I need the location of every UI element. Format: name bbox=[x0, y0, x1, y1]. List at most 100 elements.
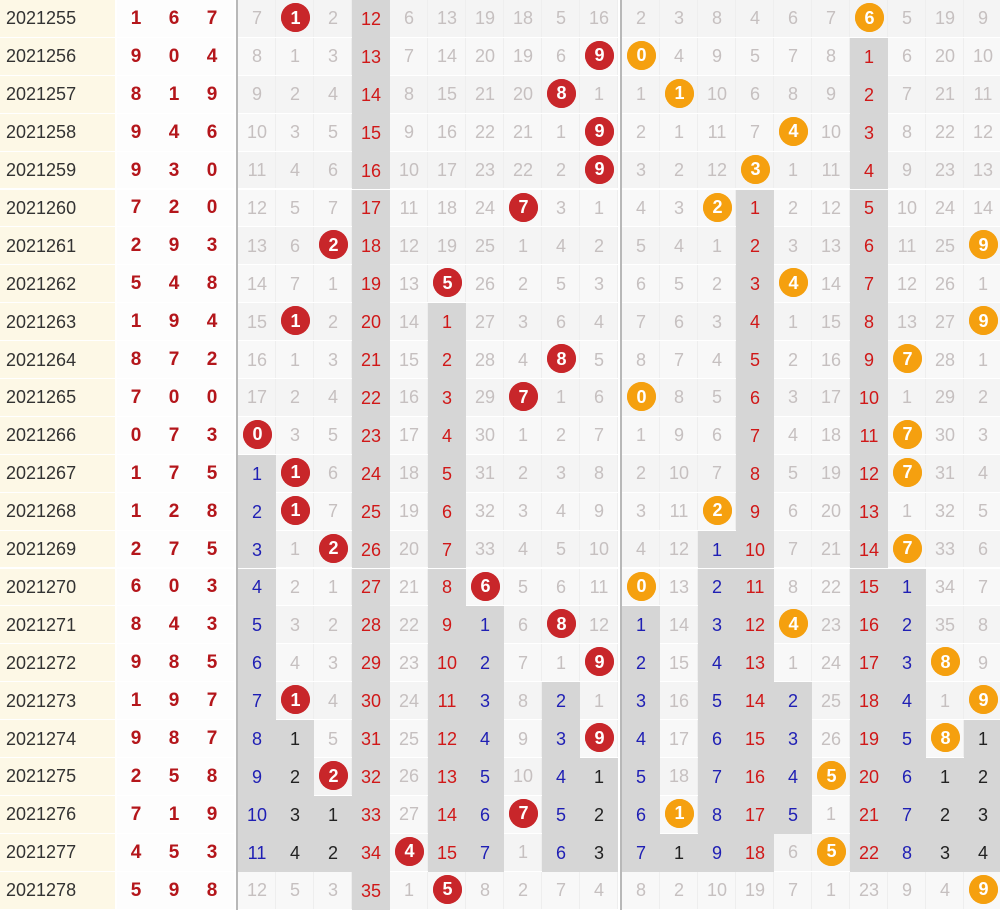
draw-result-cell bbox=[117, 871, 234, 909]
issue-number: 2021257 bbox=[0, 75, 115, 113]
g1-value: 6 bbox=[555, 46, 566, 67]
streak-cell: 12 bbox=[736, 606, 774, 645]
g2-value: 9 bbox=[901, 160, 912, 181]
g2-cell-4 bbox=[774, 871, 812, 909]
g1-cell-4 bbox=[390, 454, 428, 492]
hit-ball-red-top: 2 bbox=[319, 230, 348, 260]
hit-ball-orange-top: 5 bbox=[817, 836, 846, 866]
g2-cell-7 bbox=[888, 227, 926, 265]
draw-digit: 4 bbox=[130, 841, 142, 863]
hit-ball-orange-top: 1 bbox=[665, 78, 694, 108]
g2-cell-8 bbox=[926, 379, 964, 416]
g1-cell-8 bbox=[542, 568, 580, 606]
g2-cell-8 bbox=[926, 606, 964, 644]
draw-digit: 1 bbox=[130, 500, 142, 522]
g2-cell-9 bbox=[964, 416, 1000, 454]
g2-cell-1 bbox=[660, 682, 698, 720]
g2-cell-5 bbox=[812, 454, 850, 492]
draw-result-cell bbox=[117, 416, 234, 454]
draw-digit: 4 bbox=[206, 45, 218, 67]
streak-cell: 7 bbox=[736, 416, 774, 455]
g1-cell-2 bbox=[314, 568, 352, 606]
g1-cell-7 bbox=[504, 341, 542, 378]
hit-ball-orange-top: 6 bbox=[855, 3, 884, 32]
g2-value: 7 bbox=[825, 8, 836, 29]
g2-value: 14 bbox=[972, 197, 994, 218]
g1-cell-4 bbox=[390, 303, 428, 341]
g2-cell-4 bbox=[774, 151, 812, 189]
g1-value: 7 bbox=[593, 425, 604, 446]
g2-cell-3 bbox=[736, 113, 774, 151]
g1-value: 3 bbox=[289, 614, 300, 635]
g2-value: 2 bbox=[673, 880, 684, 901]
streak-cell: 32 bbox=[352, 758, 390, 796]
g1-cell-7 bbox=[504, 833, 542, 871]
draw-digit: 0 bbox=[168, 386, 180, 408]
g2-value: 2 bbox=[635, 122, 646, 143]
draw-digit: 5 bbox=[168, 841, 180, 863]
hit-ball-red-top: 1 bbox=[281, 685, 310, 715]
g2-value: 4 bbox=[939, 880, 950, 901]
draw-digit: 3 bbox=[206, 576, 218, 598]
g2-cell-4 bbox=[774, 568, 812, 606]
g2-cell-5 bbox=[812, 795, 850, 833]
g2-cell-8 bbox=[926, 454, 964, 492]
draw-digit: 3 bbox=[206, 235, 218, 257]
g1-cell-2 bbox=[314, 720, 352, 757]
g1-cell-2 bbox=[314, 341, 352, 378]
draw-digit: 1 bbox=[130, 462, 142, 484]
streak-cell: 6 bbox=[850, 227, 888, 266]
g1-value: 30 bbox=[474, 425, 496, 446]
g1-cell-7 bbox=[504, 227, 542, 265]
g1-value: 25 bbox=[474, 235, 496, 256]
g1-value: 24 bbox=[474, 197, 496, 218]
g1-value: 1 bbox=[555, 387, 566, 408]
draw-result-cell bbox=[117, 833, 234, 871]
g2-cell-6 bbox=[850, 871, 888, 909]
hit-ball-red-top: 6 bbox=[471, 571, 500, 601]
g2-value: 7 bbox=[673, 349, 684, 370]
g2-cell-8 bbox=[926, 416, 964, 454]
g1-value: 25 bbox=[398, 728, 420, 749]
g1-cell-0 bbox=[238, 151, 276, 189]
draw-digit: 0 bbox=[206, 197, 218, 219]
g2-cell-2 bbox=[698, 75, 736, 113]
draw-digit: 5 bbox=[130, 273, 142, 295]
g1-value: 5 bbox=[327, 728, 338, 749]
g2-cell-8 bbox=[926, 75, 964, 113]
draw-digit: 7 bbox=[168, 538, 180, 560]
g2-cell-9 bbox=[964, 189, 1000, 227]
g1-cell-4 bbox=[390, 682, 428, 720]
streak-cell: 4 bbox=[622, 720, 660, 758]
g1-value: 17 bbox=[246, 387, 268, 408]
group-separator-line bbox=[620, 0, 622, 910]
g1-cell-1 bbox=[276, 606, 314, 644]
g1-cell-7 bbox=[504, 606, 542, 644]
g2-cell-9 bbox=[964, 113, 1000, 151]
g2-cell-9 bbox=[964, 265, 1000, 303]
g1-value: 6 bbox=[289, 235, 300, 256]
streak-cell: 29 bbox=[352, 644, 390, 683]
g1-value: 23 bbox=[474, 160, 496, 181]
g2-cell-9 bbox=[964, 568, 1000, 606]
g1-cell-1 bbox=[276, 341, 314, 378]
streak-cell: 17 bbox=[352, 189, 390, 228]
g1-cell-9 bbox=[580, 227, 618, 265]
g2-cell-1 bbox=[660, 416, 698, 454]
streak-cell: 10 bbox=[850, 379, 888, 417]
g1-cell-1 bbox=[276, 227, 314, 265]
g1-cell-5 bbox=[428, 189, 466, 227]
g2-value: 5 bbox=[635, 235, 646, 256]
draw-digit: 7 bbox=[130, 386, 142, 408]
streak-cell: 3 bbox=[276, 795, 314, 834]
draw-result-cell bbox=[117, 75, 234, 113]
g2-value: 3 bbox=[787, 235, 798, 256]
streak-cell: 3 bbox=[774, 720, 812, 758]
streak-cell: 2 bbox=[698, 568, 736, 607]
streak-cell: 6 bbox=[542, 833, 580, 872]
hit-ball-red-top: 1 bbox=[281, 3, 310, 32]
streak-cell: 4 bbox=[964, 833, 1000, 872]
g1-cell-5 bbox=[428, 113, 466, 151]
draw-result-cell bbox=[117, 227, 234, 265]
g1-value: 3 bbox=[517, 311, 528, 332]
